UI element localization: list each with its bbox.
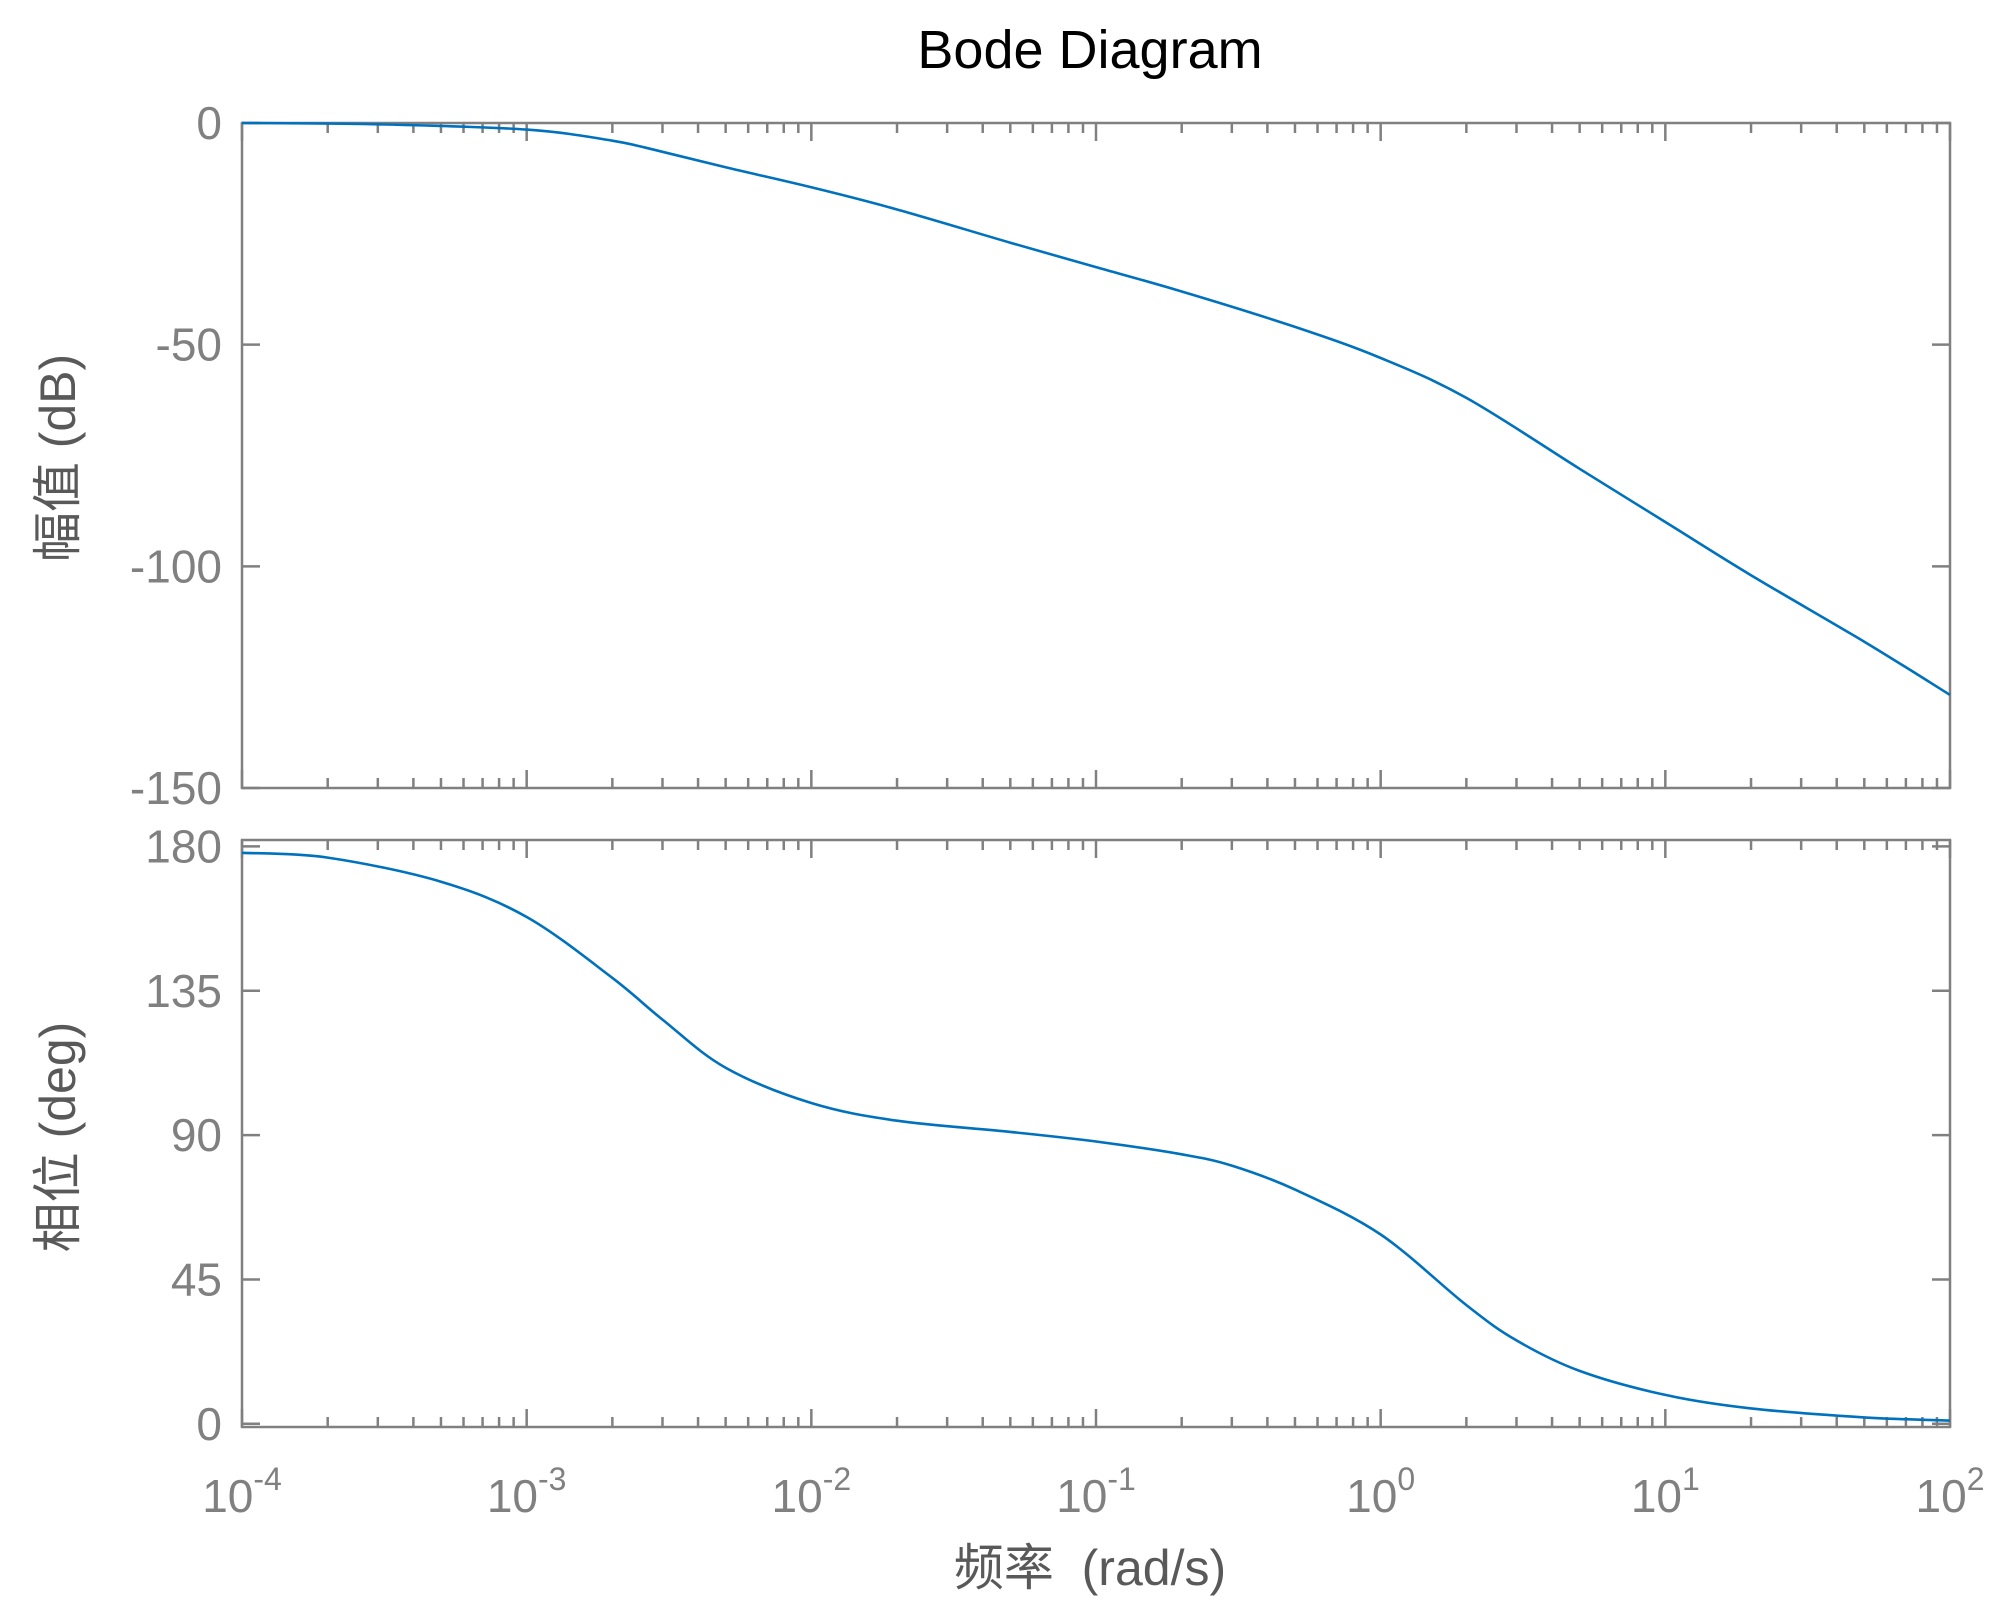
x-tick-label: 10-3 [487,1461,567,1522]
x-axis-label: 频率 (rad/s) [954,1540,1226,1596]
magnitude-curve [241,121,1951,697]
magnitude-y-tick-label: 0 [196,97,222,149]
phase-axes: 0 45 90 135 180 10-4 10-3 10-2 10-1 100 101 102 [145,820,1984,1522]
magnitude-y-axis-label: 幅值 (dB) [30,354,86,562]
phase-y-tick-label: 45 [171,1253,222,1305]
magnitude-axes-box [240,121,1952,790]
x-tick-label: 101 [1631,1461,1700,1522]
phase-y-axis-label: 相位 (deg) [30,1022,86,1253]
x-tick-label: 100 [1346,1461,1415,1522]
magnitude-axes: 0 -50 -100 -150 [130,97,1952,814]
magnitude-y-tick-label: -100 [130,540,222,592]
phase-y-tick-label: 90 [171,1109,222,1161]
phase-y-tick-label: 135 [145,965,222,1017]
x-tick-label: 102 [1916,1461,1985,1522]
magnitude-y-tick-label: -50 [156,319,222,371]
phase-curve [241,851,1951,1422]
magnitude-y-tick-label: -150 [130,762,222,814]
x-tick-label: 10-1 [1056,1461,1136,1522]
phase-y-tick-label: 0 [196,1398,222,1450]
x-tick-label: 10-2 [772,1461,852,1522]
chart-title: Bode Diagram [917,20,1262,80]
phase-y-tick-label: 180 [145,820,222,872]
x-tick-label: 10-4 [202,1461,282,1522]
phase-axes-box [240,838,1952,1429]
